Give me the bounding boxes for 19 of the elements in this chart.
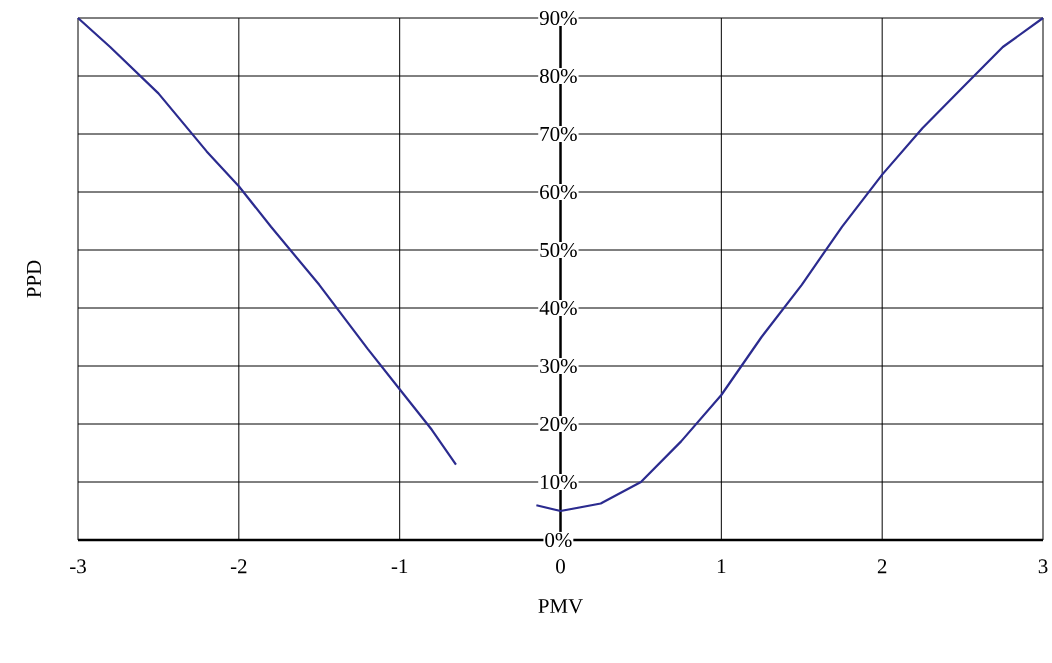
y-tick-label: 30% (540, 358, 577, 374)
y-tick-label: 0% (545, 532, 572, 548)
x-tick-label: -3 (70, 559, 86, 574)
y-tick-label: 40% (539, 300, 577, 316)
y-tick-label: 60% (540, 184, 577, 200)
y-tick-label: 70% (540, 126, 577, 142)
x-axis-title: PMV (538, 599, 583, 614)
y-tick-label: 50% (540, 242, 577, 258)
y-tick-label: 10% (541, 474, 577, 490)
y-axis-title: PPD (27, 260, 41, 298)
x-tick-label: 3 (1038, 559, 1048, 574)
y-tick-label: 20% (540, 416, 577, 432)
x-tick-label: -1 (391, 559, 408, 574)
y-tick-label: 80% (540, 68, 577, 84)
x-tick-label: 0 (556, 559, 565, 574)
x-tick-label: 2 (877, 559, 887, 574)
x-tick-label: 1 (717, 559, 726, 574)
x-tick-label: -2 (230, 559, 247, 574)
y-tick-label: 90% (539, 10, 577, 26)
